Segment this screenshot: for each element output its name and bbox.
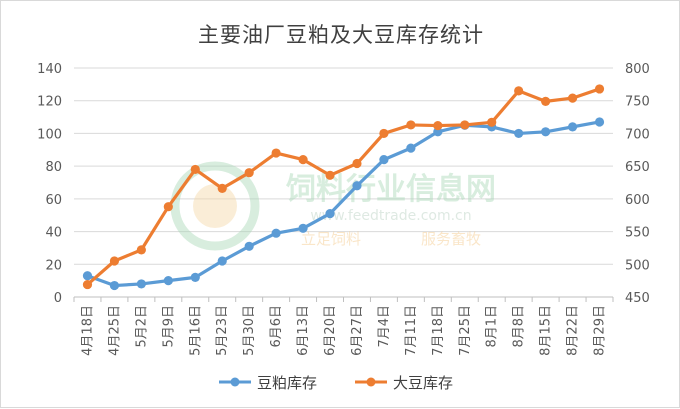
y-left-tick-label: 80 (45, 160, 62, 175)
data-point-soymeal[interactable] (244, 241, 254, 251)
data-point-soymeal[interactable] (163, 276, 173, 286)
data-point-soybean[interactable] (325, 170, 335, 180)
legend-item-soymeal[interactable]: 豆粕库存 (219, 374, 317, 392)
legend-marker-soybean (366, 377, 376, 387)
data-point-soymeal[interactable] (352, 181, 362, 191)
data-point-soybean[interactable] (136, 245, 146, 255)
y-right-tick-label: 650 (625, 160, 650, 175)
data-point-soybean[interactable] (594, 84, 605, 94)
y-right-tick-label: 550 (625, 226, 650, 241)
data-point-soymeal[interactable] (325, 208, 335, 219)
watermark-slogan-left: 立足饲料 (301, 230, 361, 248)
x-tick-label: 5月23日 (215, 305, 230, 356)
data-point-soybean[interactable] (379, 128, 389, 139)
y-left-tick-label: 0 (54, 291, 62, 306)
y-left-tick-label: 60 (45, 193, 62, 208)
data-point-soymeal[interactable] (136, 279, 146, 289)
data-point-soymeal[interactable] (379, 155, 389, 165)
data-point-soybean[interactable] (298, 155, 308, 165)
x-tick-label: 5月16日 (188, 305, 203, 356)
series-line-soybean (86, 87, 601, 286)
x-tick-label: 6月13日 (296, 305, 311, 356)
data-point-soybean[interactable] (460, 120, 470, 130)
chart-title: 主要油厂豆粕及大豆库存统计 (198, 23, 484, 47)
watermark-slogan-right: 服务畜牧 (421, 230, 481, 248)
y-left-tick-label: 120 (37, 95, 62, 110)
data-point-soybean[interactable] (190, 164, 200, 175)
x-tick-label: 6月6日 (269, 305, 284, 348)
x-tick-label: 4月18日 (80, 305, 95, 356)
y-left-tick-label: 40 (45, 226, 62, 241)
x-tick-label: 7月18日 (431, 305, 446, 356)
y-left-tick-label: 140 (37, 62, 62, 77)
series-layer (82, 84, 605, 291)
data-point-soymeal[interactable] (594, 117, 605, 127)
data-point-soybean[interactable] (352, 158, 362, 169)
x-tick-label: 6月20日 (323, 305, 338, 356)
data-point-soymeal[interactable] (514, 128, 524, 139)
data-point-soybean[interactable] (567, 93, 578, 103)
y-right-tick-label: 800 (625, 62, 650, 77)
data-point-soybean[interactable] (514, 86, 524, 96)
watermark-ring-icon (170, 161, 260, 251)
data-point-soymeal[interactable] (217, 256, 227, 266)
x-tick-label: 5月9日 (161, 305, 176, 348)
data-point-soybean[interactable] (271, 148, 281, 158)
x-tick-label: 7月11日 (404, 305, 419, 356)
legend-label-soymeal: 豆粕库存 (257, 374, 317, 392)
data-point-soybean[interactable] (541, 96, 551, 106)
x-tick-label: 8月8日 (512, 305, 527, 348)
data-point-soybean[interactable] (217, 183, 227, 193)
y-right-tick-label: 450 (625, 291, 650, 306)
y-right-tick-label: 700 (625, 127, 650, 142)
y-left-tick-label: 100 (37, 127, 62, 142)
data-point-soymeal[interactable] (406, 143, 416, 153)
y-right-tick-label: 600 (625, 193, 650, 208)
gridlines (74, 67, 613, 298)
x-tick-label: 8月15日 (539, 305, 554, 356)
data-point-soymeal[interactable] (82, 271, 93, 281)
watermark-url: www.feedtrade.com.cn (310, 208, 471, 224)
x-tick-label: 6月27日 (350, 305, 365, 356)
data-point-soymeal[interactable] (271, 228, 281, 238)
legend-label-soybean: 大豆库存 (393, 374, 453, 392)
data-point-soybean[interactable] (82, 279, 93, 290)
y-right-tick-label: 500 (625, 258, 650, 273)
legend: 豆粕库存 大豆库存 (219, 374, 453, 392)
data-point-soybean[interactable] (433, 120, 443, 131)
y-left-tick-label: 20 (45, 258, 62, 273)
watermark-logo: 饲料行业信息网 www.feedtrade.com.cn 立足饲料 服务畜牧 (170, 161, 496, 251)
data-point-soymeal[interactable] (567, 122, 578, 132)
x-tick-label: 4月25日 (107, 305, 122, 356)
x-tick-label: 8月1日 (485, 305, 500, 348)
y-right-tick-label: 750 (625, 95, 650, 110)
y-axis-right: 450 500 550 600 650 700 750 800 (625, 62, 650, 306)
data-point-soymeal[interactable] (541, 127, 551, 137)
data-point-soymeal[interactable] (298, 223, 308, 233)
x-tick-label: 8月22日 (566, 305, 581, 356)
legend-marker-soymeal (230, 377, 240, 387)
x-tick-label: 5月30日 (242, 305, 257, 356)
data-point-soybean[interactable] (244, 168, 254, 178)
data-point-soybean[interactable] (487, 117, 497, 127)
data-point-soybean[interactable] (109, 256, 120, 266)
legend-item-soybean[interactable]: 大豆库存 (355, 374, 453, 392)
watermark-name: 饲料行业信息网 (285, 172, 496, 207)
x-tick-label: 8月29日 (593, 305, 608, 356)
watermark-wheat-icon (193, 184, 237, 228)
x-axis: 4月18日 4月25日 5月2日 5月9日 5月16日 5月23日 5月30日 6月6日 6月1… (73, 297, 614, 356)
data-point-soybean[interactable] (163, 202, 173, 212)
data-point-soybean[interactable] (406, 120, 416, 130)
y-axis-left: 0 20 40 60 80 100 120 140 (37, 62, 62, 306)
x-tick-label: 7月4日 (377, 305, 392, 348)
x-tick-label: 7月25日 (458, 305, 473, 356)
x-tick-label: 5月2日 (134, 305, 149, 348)
data-point-soymeal[interactable] (190, 272, 200, 282)
data-point-soymeal[interactable] (109, 280, 120, 291)
